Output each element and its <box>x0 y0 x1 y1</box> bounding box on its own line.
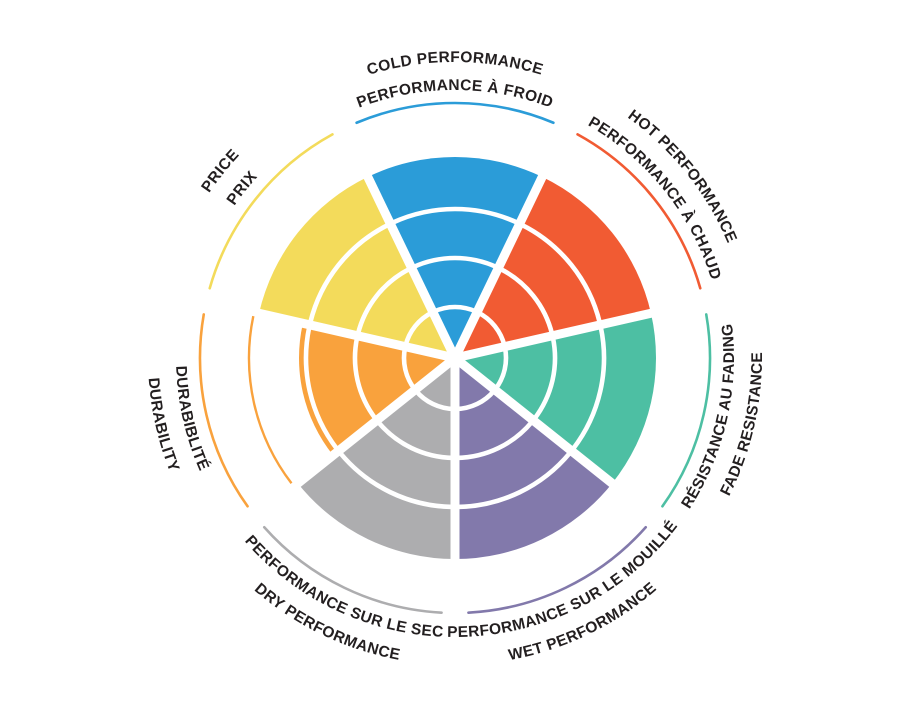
sector-separators <box>246 164 664 571</box>
sector-wet-performance-ring-1 <box>455 388 497 412</box>
sector-durability-boundary-arc <box>247 315 293 485</box>
sector-hot-performance-ring-1 <box>476 310 507 347</box>
sector-hot-performance-ring-3 <box>520 222 602 323</box>
sector-fade-resistance-ring-3 <box>571 326 607 451</box>
outer-label-arcs <box>198 101 712 614</box>
sector-dry-performance-ring-2 <box>376 420 454 461</box>
sector-fade-resistance-ring-1 <box>493 347 509 391</box>
sector-dry-performance-ring-1 <box>413 388 455 412</box>
sector-cold-performance-ring-1 <box>432 304 478 314</box>
sector-durability-ring-1 <box>401 347 417 391</box>
sector-durability-wedge <box>298 323 455 456</box>
grid-rings <box>303 206 607 510</box>
sector-hot-performance-label-en-text: HOT PERFORMANCE <box>625 107 740 246</box>
sector-wet-performance-ring-3 <box>457 451 572 510</box>
sector-wet-performance-outer-arc <box>467 525 648 614</box>
separator-5 <box>285 354 458 495</box>
sector-wet-performance-wedge <box>455 358 613 559</box>
sector-dry-performance-outer-arc <box>262 525 443 614</box>
sector-price-wedge <box>259 176 455 358</box>
sector-cold-performance-ring-3 <box>391 206 519 225</box>
sector-cold-performance-outer-arc <box>355 101 555 125</box>
sector-cold-performance-label-en: COLD PERFORMANCE <box>365 49 545 79</box>
sector-price-label-fr: PRIX <box>224 168 261 209</box>
sector-price-ring-1 <box>403 310 434 347</box>
separator-6 <box>246 306 457 363</box>
sector-fade-resistance-outer-arc <box>661 313 712 508</box>
sector-durability-ring-3 <box>303 326 339 451</box>
sector-wet-performance-ring-2 <box>456 420 534 461</box>
sector-cold-performance-label-en-text: COLD PERFORMANCE <box>365 49 545 79</box>
sector-durability-outer-arc <box>198 313 249 508</box>
sector-hot-performance-ring-2 <box>498 266 555 335</box>
boundary-ring-arcs <box>247 315 293 485</box>
sector-hot-performance-label-en: HOT PERFORMANCE <box>625 107 740 246</box>
separator-7 <box>358 164 460 360</box>
sector-cold-performance-ring-2 <box>412 255 498 270</box>
sector-dry-performance-wedge <box>297 358 455 559</box>
sector-cold-performance-label-fr: PERFORMANCE À FROID <box>355 77 556 112</box>
sector-hot-performance-outer-arc <box>576 133 702 290</box>
separator-1 <box>450 164 552 360</box>
sector-price-label-fr-text: PRIX <box>224 168 261 209</box>
sector-price-outer-arc <box>208 133 334 290</box>
sector-durability-ring-2 <box>352 336 378 421</box>
separator-2 <box>453 306 664 363</box>
sector-dry-performance-ring-3 <box>338 451 453 510</box>
sector-hot-performance-wedge <box>455 176 651 358</box>
sector-cold-performance-label-fr-text: PERFORMANCE À FROID <box>355 77 556 112</box>
sector-price-ring-2 <box>355 266 412 335</box>
sector-fade-resistance-ring-2 <box>532 336 558 421</box>
sector-price-ring-3 <box>308 222 390 323</box>
separator-3 <box>452 354 625 495</box>
